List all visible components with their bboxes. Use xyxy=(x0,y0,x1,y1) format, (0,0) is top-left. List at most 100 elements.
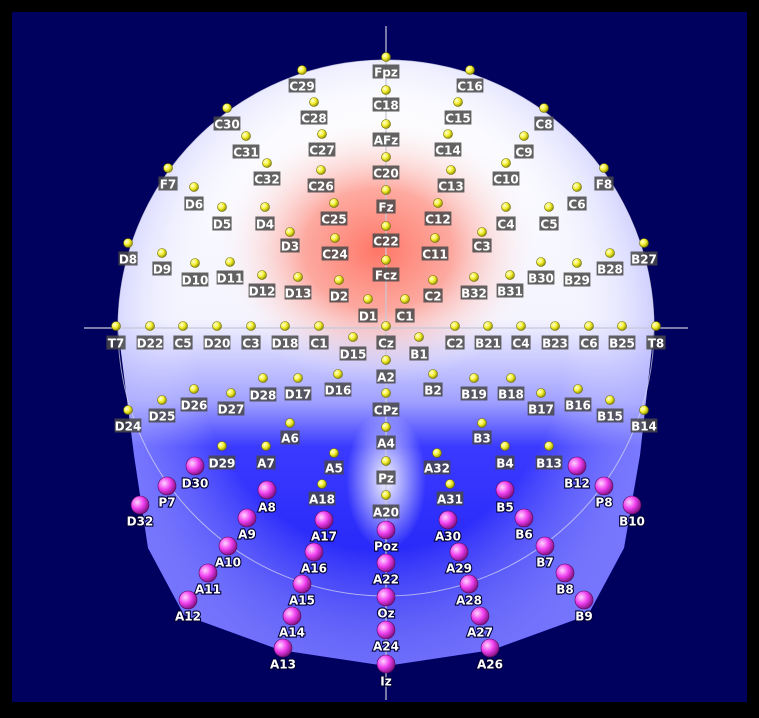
electrode-b25-label: B25 xyxy=(608,335,636,351)
electrode-c24-label-text: C24 xyxy=(322,248,348,262)
electrode-c11-label: C11 xyxy=(421,246,449,262)
electrode-c29-label-text: C29 xyxy=(289,80,315,94)
electrode-cpz-label-box xyxy=(372,402,400,417)
electrode-c1-label: C1 xyxy=(309,335,329,351)
electrode-a5-label: A5 xyxy=(324,460,344,476)
electrode-c31-sensor xyxy=(241,131,251,141)
electrode-sensors xyxy=(111,52,661,674)
electrode-b30-label-box xyxy=(527,270,555,285)
electrode-b23-sensor xyxy=(550,321,560,331)
electrode-c20-label-box xyxy=(372,165,400,180)
electrode-b21-label: B21 xyxy=(474,335,502,351)
electrode-c4-label-text: C4 xyxy=(497,218,514,232)
electrode-iz-label-text: Iz xyxy=(380,675,391,689)
electrode-b25-sensor xyxy=(617,321,627,331)
electrode-a10-label: A10 xyxy=(214,554,242,570)
electrode-c1-sensor xyxy=(314,321,324,331)
electrode-c28-label-text: C28 xyxy=(301,112,327,126)
electrode-c9-label-box xyxy=(514,144,534,159)
electrode-c18-sensor xyxy=(381,85,391,95)
electrode-d18-label: D18 xyxy=(271,335,299,351)
electrode-a2-label: A2 xyxy=(376,369,396,385)
electrode-b16-label-text: B16 xyxy=(565,399,591,413)
electrode-cz-label-box xyxy=(376,335,396,350)
electrode-a32-label-box xyxy=(423,460,451,475)
electrode-b29-sensor xyxy=(572,258,582,268)
electrode-a27-label-text: A27 xyxy=(467,626,493,640)
electrode-b1-label-text: B1 xyxy=(410,348,428,362)
electrode-d22-label: D22 xyxy=(136,335,164,351)
electrode-c2-sensor xyxy=(450,321,460,331)
electrode-a31-label-text: A31 xyxy=(437,493,463,507)
electrode-d13-sensor xyxy=(293,272,303,282)
electrode-oz-sensor xyxy=(376,587,396,607)
electrode-b18-label-text: B18 xyxy=(498,388,524,402)
electrode-a12-label-text: A12 xyxy=(175,610,201,624)
electrode-c22-sensor xyxy=(381,221,391,231)
electrode-d2-label-text: D2 xyxy=(330,290,348,304)
electrode-a27-label: A27 xyxy=(466,624,494,640)
electrode-cpz-sensor xyxy=(381,388,391,398)
electrode-d5-label-box xyxy=(212,216,232,231)
electrode-p7-label-text: P7 xyxy=(158,496,175,510)
electrode-d13-label-text: D13 xyxy=(285,287,312,301)
electrode-c20-label: C20 xyxy=(372,165,400,181)
electrode-d8-sensor xyxy=(123,238,133,248)
electrode-b12-label: B12 xyxy=(563,475,591,491)
electrode-c5-label: C5 xyxy=(173,335,193,351)
electrode-c22-label-box xyxy=(372,233,400,248)
electrode-afz-label-text: AFz xyxy=(374,134,398,148)
electrode-c26-label: C26 xyxy=(307,178,335,194)
electrode-b32-label-box xyxy=(460,285,488,300)
electrode-b23-label-box xyxy=(541,335,569,350)
electrode-a16-label: A16 xyxy=(300,560,328,576)
electrode-c14-label-text: C14 xyxy=(435,144,461,158)
electrode-c22-label-text: C22 xyxy=(373,235,399,249)
electrode-b13-label-box xyxy=(535,455,563,470)
electrode-d12-label-box xyxy=(248,283,276,298)
electrode-poz-sensor xyxy=(376,520,396,540)
electrode-b2-sensor xyxy=(428,369,438,379)
electrode-c3-label: C3 xyxy=(472,238,492,254)
electrode-b6-label: B6 xyxy=(514,526,534,542)
electrode-a22-sensor xyxy=(376,553,396,573)
electrode-d15-label: D15 xyxy=(339,346,367,362)
electrode-b30-label: B30 xyxy=(527,270,555,286)
electrode-p7-sensor xyxy=(157,476,177,496)
electrode-t7-label-box xyxy=(106,335,126,350)
electrode-fcz-label-text: Fcz xyxy=(375,269,397,283)
electrode-c4-label-box xyxy=(511,335,531,350)
electrode-d10-label-box xyxy=(181,272,209,287)
electrode-f8-sensor xyxy=(599,163,609,173)
electrode-c8-label: C8 xyxy=(534,116,554,132)
electrode-a20-sensor xyxy=(381,490,391,500)
electrode-c29-label: C29 xyxy=(288,78,316,94)
electrode-c8-label-box xyxy=(534,116,554,131)
electrode-a17-label-text: A17 xyxy=(311,530,337,544)
electrode-d28-label-text: D28 xyxy=(250,389,277,403)
electrode-b13-sensor xyxy=(544,441,554,451)
electrode-c11-sensor xyxy=(430,233,440,243)
electrode-d17-label-box xyxy=(284,386,312,401)
electrode-b27-label: B27 xyxy=(630,251,658,267)
electrode-afz-label-box xyxy=(372,132,400,147)
electrode-c5-label-text: C5 xyxy=(540,218,557,232)
electrode-c10-sensor xyxy=(501,158,511,168)
electrode-d24-label-box xyxy=(114,418,142,433)
electrode-d9-label: D9 xyxy=(152,261,172,277)
electrode-c11-label-box xyxy=(421,246,449,261)
electrode-d27-label: D27 xyxy=(217,401,245,417)
electrode-c16-label-box xyxy=(456,78,484,93)
electrode-c22-label: C22 xyxy=(372,233,400,249)
electrode-c1-label-box xyxy=(309,335,329,350)
electrode-a15-label-text: A15 xyxy=(289,594,315,608)
electrode-b10-label: B10 xyxy=(618,513,646,529)
electrode-b31-label: B31 xyxy=(496,283,524,299)
electrode-c5-label-box xyxy=(173,335,193,350)
electrode-a13-sensor xyxy=(273,638,293,658)
electrode-b27-label-box xyxy=(630,251,658,266)
electrode-b27-sensor xyxy=(639,238,649,248)
electrode-b18-label-box xyxy=(497,386,525,401)
electrode-b8-sensor xyxy=(555,563,575,583)
